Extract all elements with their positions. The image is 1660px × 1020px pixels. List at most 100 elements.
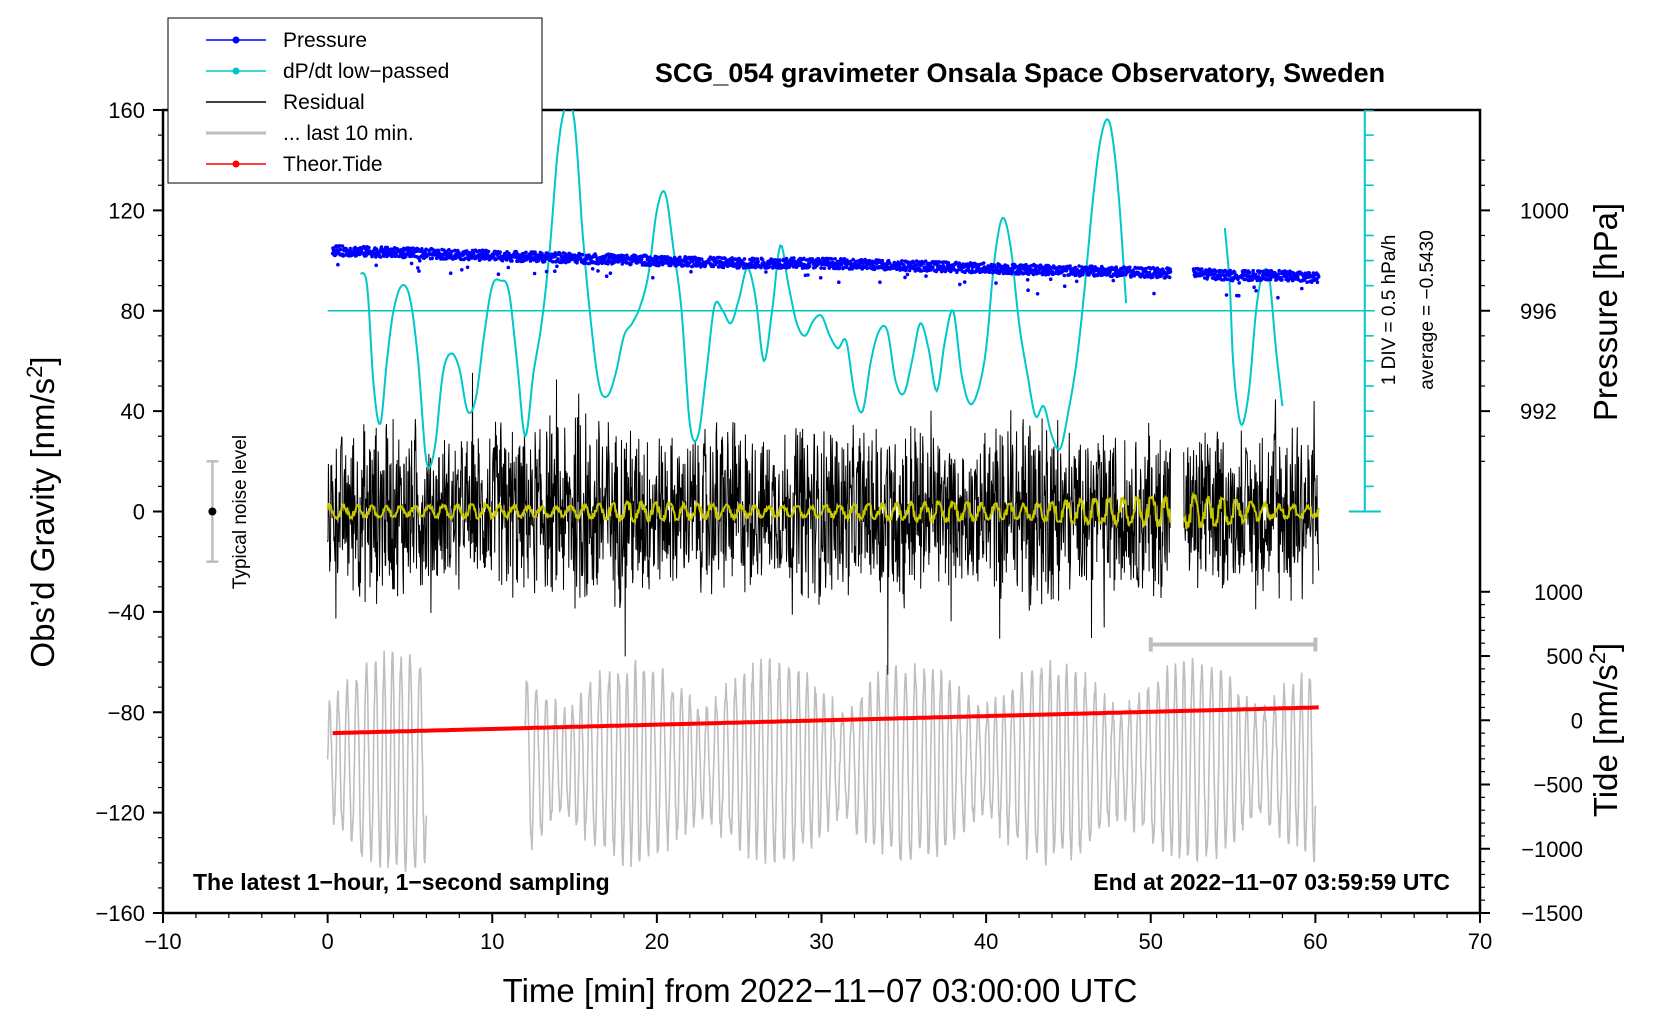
pressure-point (340, 244, 345, 248)
pressure-point (1035, 292, 1040, 296)
chart-title: SCG_054 gravimeter Onsala Space Observat… (655, 58, 1385, 88)
pressure-point (1237, 293, 1241, 298)
pressure-point (818, 276, 823, 280)
pressure-point (1258, 269, 1262, 274)
pressure-point (827, 266, 832, 270)
pressure-point (878, 280, 882, 285)
pressure-point (553, 269, 557, 274)
pressure-point (1144, 266, 1148, 271)
pressure-point (417, 269, 421, 273)
pressure-point (515, 252, 520, 256)
pressure-point (1064, 268, 1069, 273)
pressure-point (608, 271, 613, 276)
pressure-point (937, 260, 942, 264)
pressure-point (902, 264, 906, 268)
pressure-point (1311, 275, 1316, 280)
pressure-point (1214, 269, 1218, 274)
pressure-point (378, 255, 383, 259)
residual-series (327, 372, 1320, 675)
pressure-point (1026, 288, 1030, 293)
pressure-point (1315, 280, 1320, 285)
last10-series (326, 650, 1317, 873)
pressure-point (699, 257, 704, 262)
last10-line (524, 657, 1317, 868)
y-tick-label: 160 (108, 98, 145, 123)
pressure-point (583, 261, 588, 265)
note-sampling: The latest 1−hour, 1−second sampling (193, 869, 610, 895)
pressure-point (649, 262, 653, 266)
legend-label: Theor.Tide (283, 153, 383, 176)
last10-line (326, 650, 428, 873)
pressure-point (374, 247, 379, 251)
y-tick-label: 0 (133, 500, 145, 525)
pressure-point (651, 275, 655, 280)
dpdt-series (327, 110, 1381, 513)
theor-tide-series (332, 705, 1319, 736)
note-end-time: End at 2022−11−07 03:59:59 UTC (1093, 869, 1450, 895)
pressure-point (792, 256, 796, 260)
pressure-point (336, 262, 340, 267)
x-tick-label: 60 (1303, 929, 1327, 954)
pressure-point (752, 257, 757, 261)
pressure-point (1316, 274, 1321, 279)
pressure-point (524, 250, 528, 255)
pressure-point (338, 247, 343, 252)
pressure-point (678, 255, 682, 260)
pressure-point (1277, 268, 1281, 273)
pressure-point (596, 269, 600, 273)
x-tick-label: 20 (645, 929, 669, 954)
pressure-series (330, 244, 1321, 300)
pressure-point (903, 275, 907, 280)
pressure-point (703, 264, 708, 268)
pressure-point (764, 270, 768, 274)
pressure-point (532, 271, 537, 276)
pressure-point (711, 264, 716, 269)
pressure-point (962, 280, 967, 284)
pressure-point (379, 245, 384, 249)
pressure-tick-label: 996 (1520, 299, 1557, 324)
residual-smoothed-series (326, 491, 1320, 530)
pressure-point (397, 254, 402, 259)
pressure-point (689, 269, 693, 274)
noise-label: Typical noise level (230, 435, 251, 589)
x-tick-label: 40 (974, 929, 998, 954)
y-tick-label: 80 (121, 299, 145, 324)
pressure-point (919, 269, 924, 273)
pressure-point (781, 257, 786, 262)
pressure-point (420, 247, 424, 251)
pressure-point (367, 245, 371, 250)
x-tick-label: −10 (144, 929, 181, 954)
pressure-point (946, 262, 951, 267)
pressure-point (1254, 288, 1258, 293)
pressure-point (430, 256, 435, 261)
y-tick-label: −160 (95, 901, 145, 926)
y-axis-title: Obs’d Gravity [nm/s2] (22, 356, 61, 667)
tide-axis-title-main: Tide [nm/s (1587, 664, 1624, 817)
pressure-point (1265, 277, 1270, 282)
tide-tick-label: −1000 (1521, 837, 1583, 862)
pressure-point (1268, 277, 1273, 282)
pressure-point (833, 257, 837, 261)
pressure-point (513, 255, 518, 259)
pressure-point (416, 266, 420, 270)
pressure-point (448, 271, 453, 276)
pressure-point (904, 265, 909, 270)
pressure-tick-label: 992 (1520, 399, 1557, 424)
tide-tick-label: 0 (1571, 708, 1583, 733)
pressure-point (669, 263, 673, 268)
tide-tick-label: 1000 (1534, 580, 1583, 605)
pressure-point (1225, 277, 1230, 282)
pressure-point (409, 249, 414, 253)
pressure-point (760, 258, 765, 262)
pressure-point (551, 259, 555, 264)
pressure-point (348, 246, 353, 251)
pressure-point (1276, 272, 1281, 277)
pressure-point (556, 257, 560, 261)
pressure-point (604, 274, 609, 279)
pressure-point (540, 251, 544, 256)
pressure-point (865, 266, 869, 271)
pressure-point (1058, 265, 1062, 269)
pressure-point (802, 256, 806, 261)
pressure-point (837, 280, 841, 285)
pressure-point (555, 264, 559, 269)
